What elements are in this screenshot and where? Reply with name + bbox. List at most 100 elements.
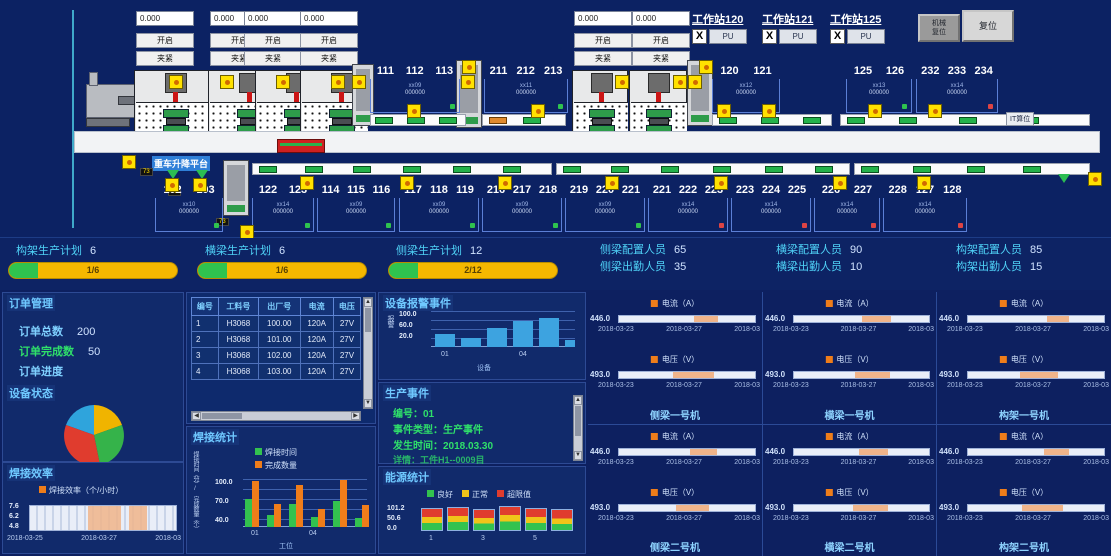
alarm-icon-18[interactable] (122, 155, 136, 169)
value-box-1[interactable]: 0.000 (136, 11, 194, 26)
clamp-button-3[interactable]: 夹紧 (244, 51, 302, 66)
alarm-icon-24[interactable] (498, 176, 512, 190)
workstation-125-pu-button[interactable]: PU (847, 29, 885, 44)
workstation-121[interactable]: 工作站121 X PU (762, 11, 817, 44)
table-horizontal-scrollbar[interactable]: ◀ ▶ (191, 411, 361, 421)
bar-weld-time-6 (355, 518, 362, 527)
workstation-120[interactable]: 工作站120 X PU (692, 11, 747, 44)
value-box-6[interactable]: 0.000 (632, 11, 690, 26)
alarm-icon-26[interactable] (714, 176, 728, 190)
voltage-legend-5: 电压（V） (825, 487, 874, 498)
alarm-icon-13[interactable] (699, 60, 713, 74)
weld-stats-legend: 焊接时间 完成数量 (255, 447, 297, 471)
station-group-lower-2[interactable]: 122 123 xx14 000000 (252, 184, 314, 232)
station-numbers: 125 126 (853, 65, 905, 77)
alarm-icon-19[interactable] (165, 178, 179, 192)
tower-4[interactable] (223, 160, 249, 216)
station-group-lower-1[interactable]: 102 103 xx10 000000 (155, 184, 223, 232)
alarm-icon-5[interactable] (352, 75, 366, 89)
alarm-icon-11[interactable] (673, 75, 687, 89)
alarm-icon-29[interactable] (1088, 172, 1102, 186)
order-data-table[interactable]: 编号 工料号 出厂号 电流 电压 1 H3068 100.00 120A 27V (191, 297, 362, 380)
red-pallet-indicator (277, 139, 325, 153)
alarm-icon-1[interactable] (169, 75, 183, 89)
table-vertical-scrollbar[interactable]: ▲ ▼ (363, 297, 373, 409)
alarm-icon-15[interactable] (762, 104, 776, 118)
alarm-icon-7[interactable] (462, 60, 476, 74)
machine-cell-frame-1[interactable]: 电流（A） 446.0 2018-03-23 2018-03-27 2018-0… (937, 292, 1111, 424)
alarm-icon-16[interactable] (868, 104, 882, 118)
alarm-bar-3 (487, 328, 507, 347)
clamp-button-6[interactable]: 夹紧 (632, 51, 690, 66)
alarm-icon-9[interactable] (531, 104, 545, 118)
open-button-5[interactable]: 开启 (574, 33, 632, 48)
workstation-125-x-button[interactable]: X (830, 29, 845, 44)
welding-cell-6[interactable] (629, 70, 687, 136)
open-button-4[interactable]: 开启 (300, 33, 358, 48)
station-group-lower-5[interactable]: 216 217 218 xx09 000000 (482, 184, 562, 232)
workstation-120-x-button[interactable]: X (692, 29, 707, 44)
table-row[interactable]: 1 H3068 100.00 120A 27V (191, 315, 362, 332)
alarm-icon-20[interactable] (193, 178, 207, 192)
events-scrollbar[interactable]: ▲ ▼ (573, 395, 583, 461)
station-group-lower-3[interactable]: 114 115 116 xx09 000000 (317, 184, 395, 232)
open-button-1[interactable]: 开启 (136, 33, 194, 48)
clamp-button-5[interactable]: 夹紧 (574, 51, 632, 66)
value-box-4[interactable]: 0.000 (300, 11, 358, 26)
col-material: 工料号 (217, 297, 260, 316)
alarm-icon-22[interactable] (300, 176, 314, 190)
station-group-upper-5[interactable]: 232 233 234 xx14 000000 (916, 65, 998, 113)
station-group-lower-7[interactable]: 221 222 223 xx14 000000 (648, 184, 728, 232)
station-group-upper-2[interactable]: 211 212 213 xx11 000000 (484, 65, 568, 113)
alarm-icon-23[interactable] (400, 176, 414, 190)
voltage-xaxis-6: 2018-03-23 2018-03-27 2018-03 (947, 515, 1109, 522)
clamp-button-1[interactable]: 夹紧 (136, 51, 194, 66)
table-row[interactable]: 2 H3068 101.00 120A 27V (191, 331, 362, 348)
open-button-6[interactable]: 开启 (632, 33, 690, 48)
alarm-icon-6[interactable] (407, 104, 421, 118)
welding-cell-5[interactable] (572, 70, 628, 136)
workstation-125[interactable]: 工作站125 X PU (830, 11, 885, 44)
workstation-121-x-button[interactable]: X (762, 29, 777, 44)
clamp-button-4[interactable]: 夹紧 (300, 51, 358, 66)
current-chart-4: 电流（A） 446.0 2018-03-23 2018-03-27 2018-0… (588, 431, 762, 481)
alarm-icon-4[interactable] (331, 75, 345, 89)
left-machine-base (86, 118, 130, 127)
value-box-5[interactable]: 0.000 (574, 11, 632, 26)
station-group-lower-8[interactable]: 223 224 225 xx14 000000 (731, 184, 811, 232)
machine-cell-crossbeam-1[interactable]: 电流（A） 446.0 2018-03-23 2018-03-27 2018-0… (763, 292, 936, 424)
equipment-status-title: 设备状态 (7, 385, 55, 401)
alarm-icon-25[interactable] (605, 176, 619, 190)
machine-cell-sidebeam-1[interactable]: 电流（A） 446.0 2018-03-23 2018-03-27 2018-0… (588, 292, 762, 424)
alarm-icon-10[interactable] (615, 75, 629, 89)
weld-stats-xlabel: 工位 (279, 543, 293, 550)
alarm-icon-14[interactable] (717, 104, 731, 118)
alarm-icon-12[interactable] (688, 75, 702, 89)
alarm-icon-17[interactable] (928, 104, 942, 118)
workstation-120-pu-button[interactable]: PU (709, 29, 747, 44)
machine-mode-button[interactable]: 机械 复位 (918, 14, 960, 42)
alarm-icon-28[interactable] (917, 176, 931, 190)
station-group-lower-9[interactable]: 226 227 xx14 000000 (814, 184, 880, 232)
equipment-status-pie[interactable] (49, 405, 139, 470)
value-box-3[interactable]: 0.000 (244, 11, 302, 26)
machine-cell-sidebeam-2[interactable]: 电流（A） 446.0 2018-03-23 2018-03-27 2018-0… (588, 425, 762, 556)
workstation-121-pu-button[interactable]: PU (779, 29, 817, 44)
station-group-lower-6[interactable]: 219 220 221 xx09 000000 (565, 184, 645, 232)
station-numbers: 226 227 (821, 184, 873, 196)
alarm-icon-2[interactable] (220, 75, 234, 89)
reset-button[interactable]: 复位 (962, 10, 1014, 42)
table-row[interactable]: 4 H3068 103.00 120A 27V (191, 363, 362, 380)
station-group-lower-4[interactable]: 117 118 119 xx09 000000 (399, 184, 479, 232)
alarm-icon-27[interactable] (833, 176, 847, 190)
station-group-lower-10[interactable]: 228 127 128 xx14 000000 (883, 184, 967, 232)
machine-cell-crossbeam-2[interactable]: 电流（A） 446.0 2018-03-23 2018-03-27 2018-0… (763, 425, 936, 556)
open-button-3[interactable]: 开启 (244, 33, 302, 48)
alarm-icon-8[interactable] (461, 75, 475, 89)
welder-rod-icon (173, 92, 178, 102)
alarm-icon-3[interactable] (276, 75, 290, 89)
station-group-upper-4[interactable]: 125 126 xx13 000000 (846, 65, 912, 113)
machine-cell-frame-2[interactable]: 电流（A） 446.0 2018-03-23 2018-03-27 2018-0… (937, 425, 1111, 556)
alarm-icon-21[interactable] (240, 225, 254, 239)
table-row[interactable]: 3 H3068 102.00 120A 27V (191, 347, 362, 364)
